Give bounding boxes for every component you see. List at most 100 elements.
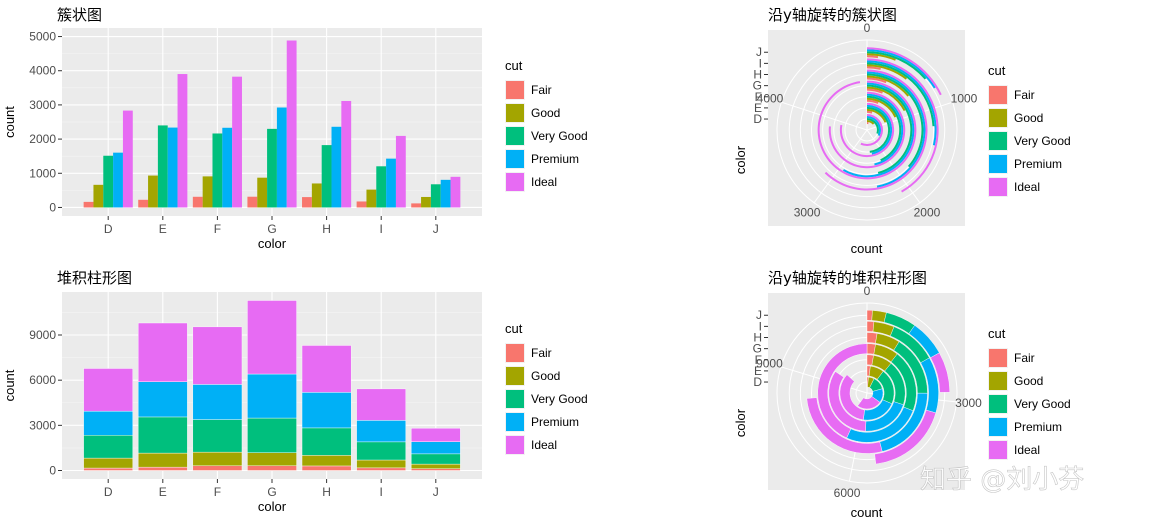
bar-H-fair <box>301 465 352 471</box>
radial-tick-label: J <box>756 308 762 322</box>
bar-H-fair <box>302 197 312 208</box>
theta-tick-label: 1000 <box>951 91 978 105</box>
bar-E-ideal <box>177 74 188 208</box>
radial-tick-label: G <box>753 79 762 93</box>
bar-G-fair <box>867 88 883 94</box>
radial-tick-label: H <box>753 331 762 345</box>
legend-swatch-good <box>989 109 1007 127</box>
bar-D-fair <box>83 201 94 208</box>
spoke-gridline <box>781 101 868 131</box>
bar-D-good <box>93 184 104 208</box>
legend-label: Ideal <box>531 175 557 189</box>
radial-tick-label: D <box>753 112 762 126</box>
legend-swatch-very-good <box>989 132 1007 150</box>
bar-J-fair <box>866 310 873 321</box>
bar-I-very-good <box>356 441 406 461</box>
legend-label: Fair <box>531 83 552 97</box>
bar-E-good <box>867 108 887 123</box>
bar-E-ideal <box>138 322 188 382</box>
legend-swatch-good <box>989 372 1007 390</box>
radial-tick-label: G <box>753 342 762 356</box>
legend-swatch-very-good <box>506 127 524 145</box>
x-axis-label: count <box>851 505 883 520</box>
bar-E-premium <box>138 381 188 418</box>
legend-label: Ideal <box>1014 180 1040 194</box>
legend-swatch-very-good <box>989 395 1007 413</box>
bar-G-good <box>247 452 297 466</box>
bar-F-premium <box>192 384 243 420</box>
theta-tick-label: 0 <box>864 21 871 35</box>
legend-swatch-ideal <box>989 441 1007 459</box>
radial-tick-label: F <box>755 90 762 104</box>
bar-D-premium <box>867 116 881 136</box>
bar-D-very-good <box>867 118 879 134</box>
legend-label: Very Good <box>531 129 588 143</box>
legend-swatch-good <box>506 367 524 385</box>
legend-label: Good <box>1014 374 1043 388</box>
bar-F-very-good <box>212 133 223 208</box>
bar-G-ideal <box>286 40 297 208</box>
legend-swatch-good <box>506 104 524 122</box>
bar-D-ideal <box>122 110 133 208</box>
legend-title: cut <box>988 63 1006 78</box>
bar-J-fair <box>411 468 461 471</box>
legend-1: cut Fair Good Very Good Premium Ideal <box>988 63 1071 197</box>
bar-E-good <box>148 175 158 208</box>
x-tick-label: E <box>159 485 167 499</box>
bar-J-good <box>871 310 887 323</box>
legend-label: Very Good <box>1014 134 1071 148</box>
bar-D-fair <box>83 467 133 471</box>
bar-I-ideal <box>395 135 406 208</box>
bar-F-good <box>867 97 897 118</box>
bar-G-ideal <box>817 343 868 439</box>
bar-I-premium <box>356 420 406 443</box>
radial-tick-label: H <box>753 68 762 82</box>
x-tick-label: G <box>267 485 276 499</box>
y-tick-label: 4000 <box>29 64 56 78</box>
bar-I-ideal <box>356 388 406 421</box>
y-tick-label: 1000 <box>29 166 56 180</box>
bar-E-very-good <box>157 125 168 208</box>
theta-tick-label: 9000 <box>756 356 783 370</box>
y-tick-label: 3000 <box>29 418 56 432</box>
bar-F-good <box>192 451 243 467</box>
legend-label: Fair <box>1014 351 1035 365</box>
y-tick-label: 0 <box>49 200 56 214</box>
y-tick-label: 5000 <box>29 30 56 44</box>
y-axis-label: color <box>733 145 748 174</box>
chart-title: 沿y轴旋转的簇状图 <box>768 6 897 24</box>
legend-label: Premium <box>1014 420 1062 434</box>
legend-title: cut <box>505 58 523 73</box>
y-tick-label: 9000 <box>29 328 56 342</box>
radial-tick-label: E <box>754 364 762 378</box>
legend-label: Fair <box>531 346 552 360</box>
x-tick-label: H <box>322 485 331 499</box>
bar-I-premium <box>386 158 396 208</box>
bar-J-good <box>867 53 896 61</box>
x-tick-label: H <box>322 222 331 236</box>
bar-F-premium <box>222 127 233 208</box>
x-tick-label: F <box>214 485 221 499</box>
bar-G-fair <box>247 196 258 208</box>
x-axis-label: color <box>258 499 287 514</box>
bar-I-fair <box>866 321 875 332</box>
bar-D-ideal <box>857 396 881 410</box>
bar-H-very-good <box>301 427 352 456</box>
bar-F-ideal <box>828 371 867 432</box>
bar-D-very-good <box>103 155 114 208</box>
bar-F-very-good <box>192 419 243 453</box>
bar-I-very-good <box>376 166 387 208</box>
bar-F-ideal <box>192 326 243 385</box>
y-axis-label: count <box>2 106 17 138</box>
x-tick-label: E <box>159 222 167 236</box>
bar-J-good <box>421 196 431 208</box>
bar-H-premium <box>301 392 352 429</box>
radial-tick-label: J <box>756 45 762 59</box>
legend-swatch-ideal <box>506 173 524 191</box>
bar-G-premium <box>247 373 297 419</box>
legend-swatch-fair <box>989 349 1007 367</box>
bar-F-fair <box>867 99 879 104</box>
bar-H-fair <box>867 77 887 84</box>
legend-swatch-fair <box>506 81 524 99</box>
